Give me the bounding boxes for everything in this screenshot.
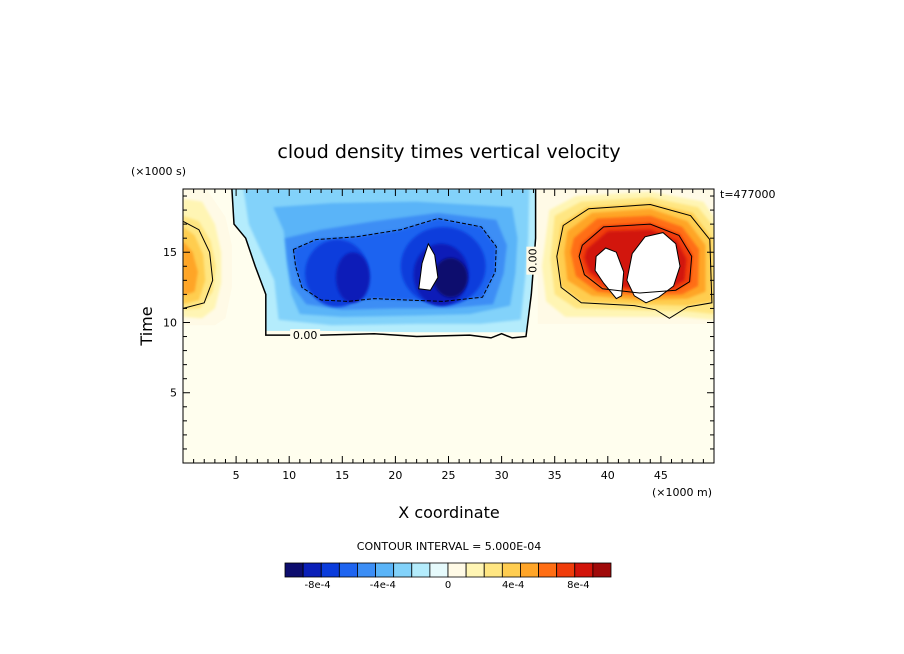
y-axis-ticks: 5 10 15 xyxy=(163,195,714,450)
contour-label-side: 0.00 xyxy=(526,248,539,273)
right-positive-contour-2 xyxy=(578,223,693,294)
y-tick-label: 15 xyxy=(163,246,177,259)
colorbar-swatch xyxy=(302,562,322,578)
colorbar-swatch xyxy=(320,562,340,578)
negative-velocity-region xyxy=(231,189,536,333)
y-axis-label: Time xyxy=(137,306,156,346)
colorbar-swatch xyxy=(393,562,413,578)
left-positive-contour xyxy=(183,220,214,309)
colorbar-swatch xyxy=(483,562,503,578)
x-tick-label: 40 xyxy=(601,469,615,482)
colorbar-swatch xyxy=(338,562,358,578)
colorbar: -8e-4 -4e-4 0 4e-4 8e-4 xyxy=(284,562,612,591)
colorbar-swatch xyxy=(375,562,395,578)
contour-label-side-bg xyxy=(526,246,539,275)
x-tick-label: 30 xyxy=(495,469,509,482)
x-units-label: (×1000 m) xyxy=(652,486,712,499)
x-tick-label: 45 xyxy=(654,469,668,482)
colorbar-swatch xyxy=(501,562,521,578)
time-stamp-label: t=477000 xyxy=(720,188,776,201)
y-tick-label: 5 xyxy=(170,387,177,400)
colorbar-tick-label: 4e-4 xyxy=(502,580,525,591)
colorbar-swatch xyxy=(447,562,467,578)
colorbar-swatch xyxy=(574,562,594,578)
downdraft-core-3 xyxy=(335,252,370,303)
colorbar-swatch xyxy=(465,562,485,578)
zero-contour xyxy=(231,189,537,339)
colorbar-swatch xyxy=(520,562,539,578)
contour-label-bottom: 0.00 xyxy=(293,329,318,342)
colorbar-swatch xyxy=(592,562,612,578)
colorbar-swatch xyxy=(284,562,304,578)
x-tick-label: 35 xyxy=(548,469,562,482)
negative-contour xyxy=(292,217,497,302)
x-axis-label: X coordinate xyxy=(398,503,499,522)
x-axis-ticks: 5 10 15 20 25 30 35 40 45 xyxy=(193,189,704,482)
x-tick-label: 25 xyxy=(442,469,456,482)
x-tick-label: 15 xyxy=(335,469,349,482)
downdraft-core-5 xyxy=(433,257,468,298)
updraft-saturated-hole-1 xyxy=(594,247,625,300)
chart-title: cloud density times vertical velocity xyxy=(277,141,620,163)
colorbar-tick-label: -4e-4 xyxy=(370,580,396,591)
y-tick-label: 10 xyxy=(163,316,177,329)
colorbar-swatch xyxy=(357,562,376,578)
positive-velocity-region xyxy=(183,189,714,326)
colorbar-tick-label: -8e-4 xyxy=(305,580,331,591)
left-updraft-core xyxy=(183,241,198,296)
x-tick-label: 10 xyxy=(282,469,296,482)
contour-label-bottom-bg xyxy=(290,329,321,342)
x-tick-label: 20 xyxy=(388,469,402,482)
colorbar-swatch xyxy=(411,562,431,578)
colorbar-tick-label: 8e-4 xyxy=(567,580,590,591)
colorbar-tick-label: 0 xyxy=(445,580,451,591)
colorbar-swatch xyxy=(538,562,558,578)
contour-lines xyxy=(183,189,713,339)
contour-interval-label: CONTOUR INTERVAL = 5.000E-04 xyxy=(357,540,541,553)
x-tick-label: 5 xyxy=(233,469,240,482)
y-units-label: (×1000 s) xyxy=(131,165,186,178)
colorbar-swatch xyxy=(556,562,576,578)
downdraft-saturated-hole xyxy=(418,242,439,291)
plot-area: 5 10 15 20 25 30 35 40 45 5 10 15 0.00 0.00 xyxy=(163,188,715,482)
colorbar-swatch xyxy=(429,562,449,578)
right-positive-contour-1 xyxy=(556,203,713,319)
contour-label-layer: 0.00 0.00 xyxy=(290,246,539,342)
updraft-saturated-hole-2 xyxy=(626,232,681,304)
